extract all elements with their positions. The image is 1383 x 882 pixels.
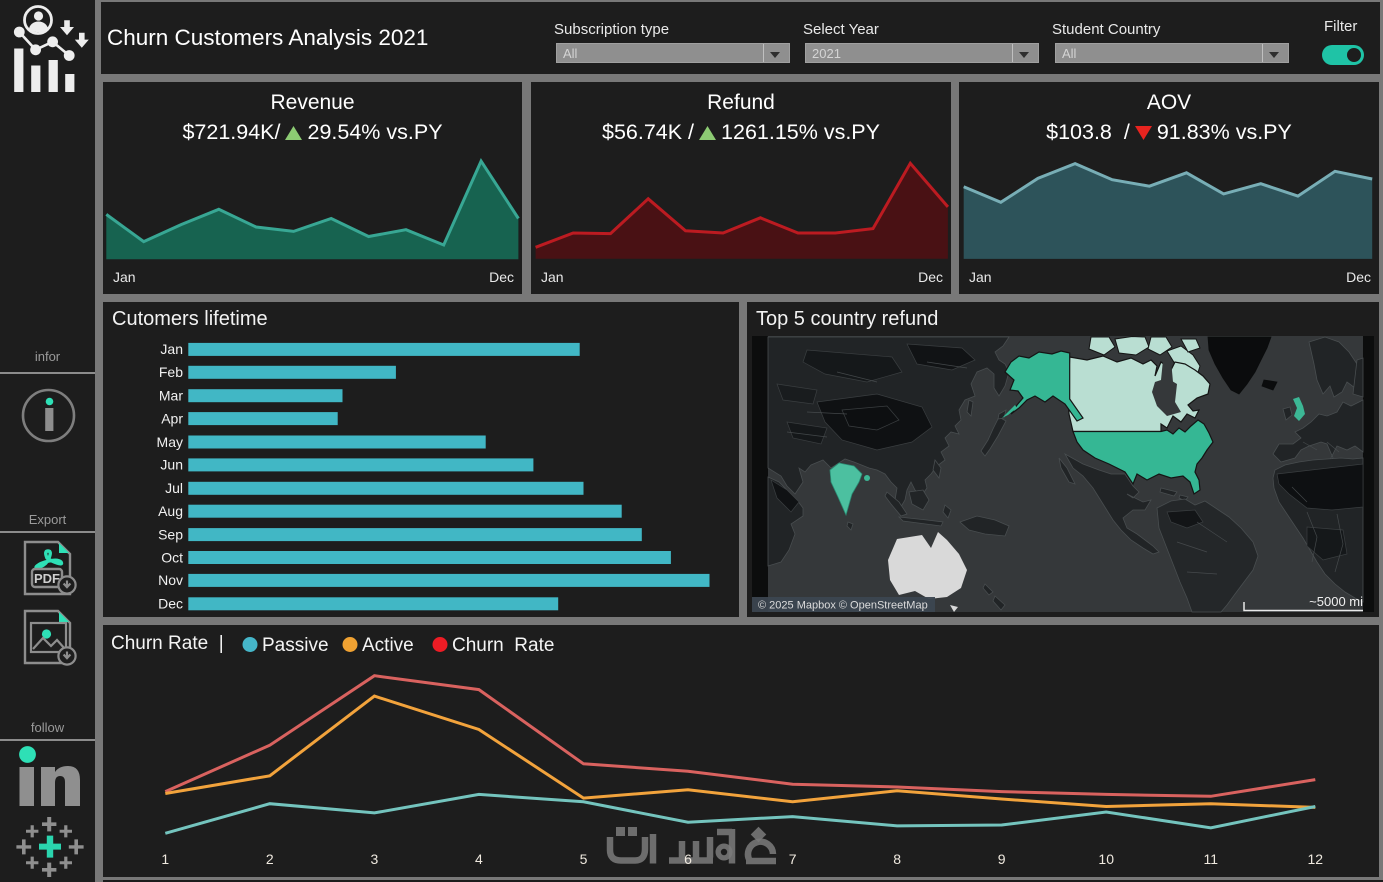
svg-text:9: 9	[998, 851, 1006, 867]
svg-text:11: 11	[1204, 851, 1219, 867]
svg-text:Jun: Jun	[160, 457, 183, 473]
svg-text:10: 10	[1098, 851, 1114, 867]
svg-text:5: 5	[580, 851, 588, 867]
svg-text:© 2025 Mapbox © OpenStreetMap: © 2025 Mapbox © OpenStreetMap	[758, 600, 928, 612]
svg-text:Jan: Jan	[160, 341, 183, 357]
svg-text:Churn Rate: Churn Rate	[452, 635, 554, 656]
svg-text:Aug: Aug	[158, 503, 183, 519]
svg-text:PDF: PDF	[34, 571, 60, 586]
svg-text:Feb: Feb	[159, 364, 183, 380]
svg-text:4: 4	[475, 851, 483, 867]
svg-text:12: 12	[1308, 851, 1324, 867]
svg-text:Dec: Dec	[158, 596, 183, 612]
svg-text:8: 8	[893, 851, 901, 867]
svg-text:Mar: Mar	[159, 388, 183, 404]
svg-text:6: 6	[684, 851, 692, 867]
svg-text:3: 3	[371, 851, 379, 867]
svg-text:Apr: Apr	[161, 410, 183, 426]
svg-text:Jul: Jul	[165, 480, 183, 496]
svg-text:Oct: Oct	[161, 549, 183, 565]
svg-text:Passive: Passive	[262, 635, 329, 656]
svg-text:~5000 mi: ~5000 mi	[1309, 594, 1363, 609]
svg-text:2: 2	[266, 851, 274, 867]
svg-text:Sep: Sep	[158, 526, 183, 542]
svg-text:Active: Active	[362, 635, 414, 656]
svg-text:7: 7	[789, 851, 797, 867]
svg-text:May: May	[157, 434, 183, 450]
svg-text:Nov: Nov	[158, 572, 183, 588]
svg-text:1: 1	[161, 851, 169, 867]
